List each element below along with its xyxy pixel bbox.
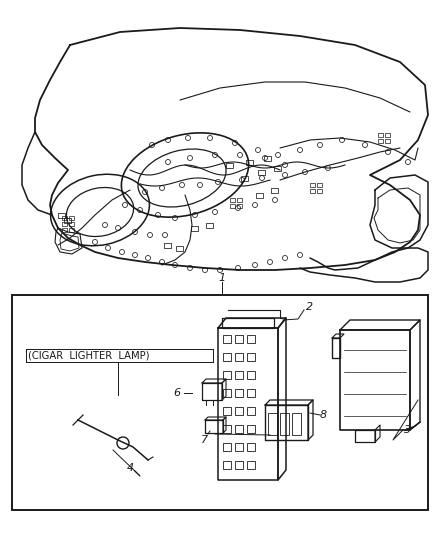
Text: 1: 1 bbox=[219, 273, 226, 283]
Bar bbox=[256, 193, 263, 198]
Bar bbox=[12, 295, 428, 510]
Bar bbox=[235, 389, 243, 397]
Bar bbox=[317, 189, 322, 193]
Bar bbox=[64, 218, 71, 223]
Bar bbox=[235, 407, 243, 415]
Bar bbox=[223, 443, 231, 451]
Bar bbox=[235, 461, 243, 469]
Bar bbox=[223, 425, 231, 433]
Bar bbox=[247, 389, 255, 397]
Bar bbox=[223, 407, 231, 415]
Bar bbox=[206, 223, 213, 228]
Bar bbox=[378, 133, 383, 137]
Bar bbox=[292, 413, 301, 435]
Bar bbox=[247, 461, 255, 469]
Bar bbox=[235, 353, 243, 361]
Bar bbox=[385, 133, 390, 137]
Bar bbox=[230, 204, 235, 208]
Text: 6: 6 bbox=[173, 388, 180, 398]
Bar bbox=[235, 371, 243, 379]
Bar bbox=[226, 163, 233, 168]
Bar bbox=[247, 353, 255, 361]
Bar bbox=[69, 216, 74, 220]
Bar bbox=[235, 443, 243, 451]
Text: 7: 7 bbox=[201, 435, 208, 445]
Bar bbox=[230, 198, 235, 202]
Bar bbox=[247, 335, 255, 343]
Bar bbox=[62, 228, 67, 232]
Bar bbox=[223, 371, 231, 379]
Bar bbox=[268, 413, 277, 435]
Bar bbox=[274, 166, 281, 171]
Bar bbox=[247, 407, 255, 415]
Bar bbox=[191, 226, 198, 231]
Bar bbox=[164, 243, 171, 248]
Bar bbox=[241, 176, 248, 181]
Bar bbox=[223, 335, 231, 343]
Bar bbox=[280, 413, 289, 435]
Bar bbox=[247, 425, 255, 433]
Bar bbox=[258, 170, 265, 175]
Bar bbox=[247, 443, 255, 451]
Text: 2: 2 bbox=[307, 302, 314, 312]
Bar bbox=[310, 183, 315, 187]
Bar bbox=[223, 389, 231, 397]
Bar bbox=[237, 204, 242, 208]
Text: 4: 4 bbox=[127, 463, 134, 473]
Bar bbox=[237, 198, 242, 202]
Bar bbox=[385, 139, 390, 143]
Bar bbox=[235, 335, 243, 343]
Bar bbox=[317, 183, 322, 187]
Text: (CIGAR  LIGHTER  LAMP): (CIGAR LIGHTER LAMP) bbox=[28, 350, 149, 360]
Text: 3: 3 bbox=[404, 425, 412, 435]
Bar bbox=[58, 213, 65, 218]
Bar bbox=[176, 246, 183, 251]
Bar bbox=[69, 228, 74, 232]
Text: 8: 8 bbox=[319, 410, 327, 420]
Bar bbox=[62, 216, 67, 220]
Bar bbox=[247, 371, 255, 379]
Bar bbox=[271, 188, 278, 193]
Bar bbox=[310, 189, 315, 193]
Bar bbox=[69, 222, 74, 226]
Bar bbox=[223, 353, 231, 361]
Bar bbox=[246, 160, 253, 165]
Bar bbox=[62, 222, 67, 226]
Bar bbox=[378, 139, 383, 143]
Bar bbox=[223, 461, 231, 469]
Bar bbox=[235, 425, 243, 433]
Bar bbox=[264, 156, 271, 161]
